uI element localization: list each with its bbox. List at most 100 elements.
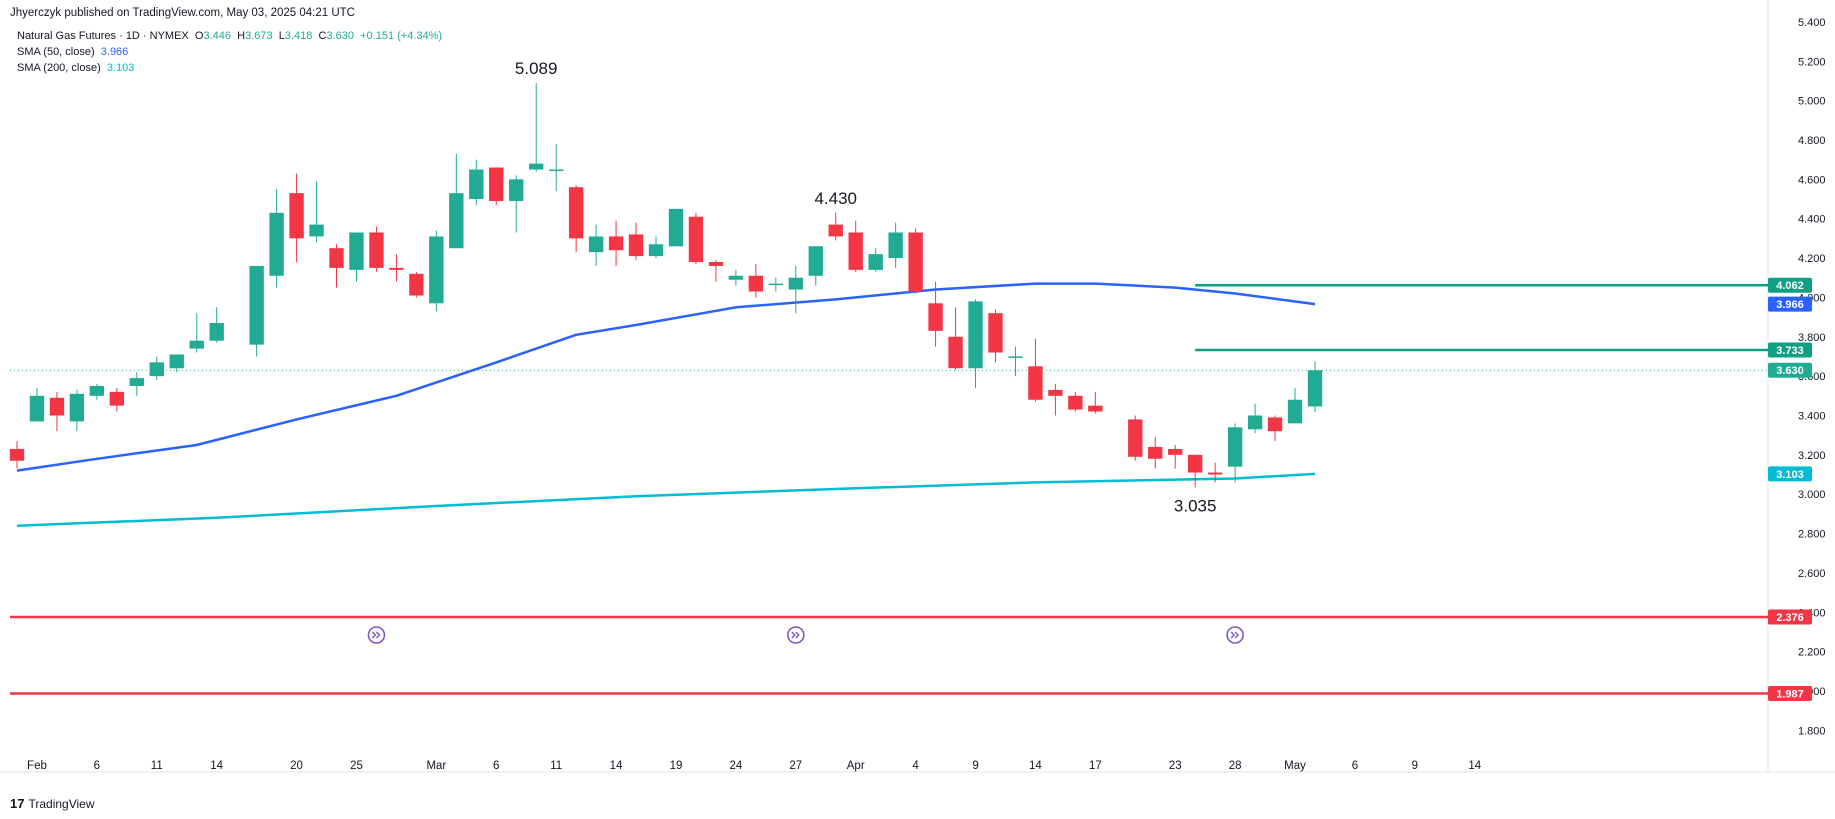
candle xyxy=(1068,391,1083,412)
candle-body xyxy=(808,246,823,276)
ohlc-low-label: L xyxy=(278,30,285,42)
candle-body xyxy=(209,323,224,341)
candle xyxy=(409,271,424,298)
ohlc-change: +0.151 (+4.34%) xyxy=(360,30,443,42)
candle-body xyxy=(688,216,704,262)
price-axis-tag-bg xyxy=(1768,466,1812,482)
candle xyxy=(149,356,164,381)
y-tick-label: 4.600 xyxy=(1798,174,1826,186)
candle-body xyxy=(888,232,903,259)
x-tick-label: 14 xyxy=(1468,760,1481,772)
candle-body xyxy=(429,236,444,304)
candle xyxy=(868,248,883,272)
x-tick-label: 4 xyxy=(912,760,919,772)
candle-body xyxy=(1028,366,1043,400)
candle xyxy=(389,254,404,282)
candle xyxy=(49,391,65,432)
candle-body xyxy=(249,265,264,345)
candle xyxy=(728,269,744,286)
candle xyxy=(1267,415,1283,442)
candle-body xyxy=(968,301,983,369)
candle xyxy=(708,260,724,282)
candle xyxy=(449,153,464,249)
sma200-label: SMA (200, close) xyxy=(17,62,101,74)
candle-body xyxy=(608,236,624,251)
sma50-legend[interactable]: SMA (50, close) 3.966 xyxy=(17,46,128,58)
candle xyxy=(349,232,364,282)
x-tick-label: 9 xyxy=(1412,760,1418,772)
y-tick-label: 2.600 xyxy=(1798,568,1826,580)
candle xyxy=(848,220,863,272)
y-tick-label: 3.800 xyxy=(1798,332,1826,344)
x-tick-label: 23 xyxy=(1169,760,1182,772)
candle-body xyxy=(1187,454,1203,473)
candle xyxy=(9,441,25,469)
price-axis-tag: 2.376 xyxy=(1768,609,1812,625)
event-marker-arrows xyxy=(371,631,381,639)
candle xyxy=(169,354,184,373)
x-tick-label: 6 xyxy=(1352,760,1358,772)
candle-body xyxy=(768,283,784,286)
x-tick-label: 28 xyxy=(1229,760,1242,772)
candle xyxy=(768,277,784,292)
price-axis-tag-bg xyxy=(1768,609,1812,625)
footer-brand-label: TradingView xyxy=(28,796,95,811)
ohlc-open-label: O xyxy=(194,30,204,42)
footer-brand[interactable]: 17 TradingView xyxy=(10,796,95,811)
symbol-legend[interactable]: Natural Gas Futures · 1D · NYMEX O3.446 … xyxy=(17,30,442,42)
candle-body xyxy=(289,193,304,239)
candle-body xyxy=(309,224,324,237)
candle xyxy=(209,307,224,343)
candle-body xyxy=(928,303,943,331)
candle xyxy=(1307,361,1323,412)
candle xyxy=(1187,454,1203,488)
event-marker-icon[interactable] xyxy=(367,626,386,644)
candle-body xyxy=(189,340,204,349)
candle-body xyxy=(868,254,883,270)
candle xyxy=(688,212,704,264)
sma200-legend[interactable]: SMA (200, close) 3.103 xyxy=(17,62,134,74)
candle-body xyxy=(1207,472,1223,475)
price-axis-tag-bg xyxy=(1768,277,1812,293)
x-tick-label: 14 xyxy=(610,760,623,772)
candle-body xyxy=(908,232,923,292)
candle xyxy=(269,189,284,288)
x-tick-label: 11 xyxy=(151,760,163,772)
candle-body xyxy=(1128,419,1143,457)
price-axis-tag-bg xyxy=(1768,342,1812,358)
price-axis-tag: 1.987 xyxy=(1768,686,1812,702)
price-axis-tag-bg xyxy=(1768,686,1812,702)
candle xyxy=(928,281,943,347)
event-marker-icon[interactable] xyxy=(786,626,805,644)
price-annotation: 5.089 xyxy=(515,59,558,78)
y-tick-label: 2.800 xyxy=(1798,529,1826,541)
published-header: Jhyerczyk published on TradingView.com, … xyxy=(10,7,355,19)
candle xyxy=(469,159,484,205)
event-marker-circle xyxy=(367,626,386,644)
y-tick-label: 1.800 xyxy=(1798,725,1826,737)
candle-body xyxy=(69,393,85,422)
sma50-value: 3.966 xyxy=(100,46,129,58)
ohlc-close: 3.630 xyxy=(326,30,354,42)
candle-body xyxy=(329,248,344,268)
candle-body xyxy=(1048,389,1063,396)
event-marker-arrows xyxy=(1230,631,1240,639)
candle-body xyxy=(369,232,384,268)
price-axis-tag-label: 4.062 xyxy=(1776,280,1804,292)
price-axis-tag-label: 3.966 xyxy=(1776,299,1804,311)
candle-body xyxy=(1287,399,1303,424)
sma50-line xyxy=(16,282,1316,472)
price-axis-tag: 3.630 xyxy=(1768,362,1812,378)
candle-body xyxy=(349,232,364,270)
price-axis-tag-label: 3.733 xyxy=(1776,345,1804,357)
candle-body xyxy=(1307,370,1323,407)
price-axis-tag: 3.103 xyxy=(1768,466,1812,482)
ohlc-high-label: H xyxy=(237,30,246,42)
x-tick-label: Apr xyxy=(847,760,865,772)
event-marker-icon[interactable] xyxy=(1226,626,1244,644)
candle xyxy=(808,246,823,286)
candle xyxy=(888,222,903,268)
candle-body xyxy=(9,448,25,461)
sma200-value: 3.103 xyxy=(106,62,135,74)
